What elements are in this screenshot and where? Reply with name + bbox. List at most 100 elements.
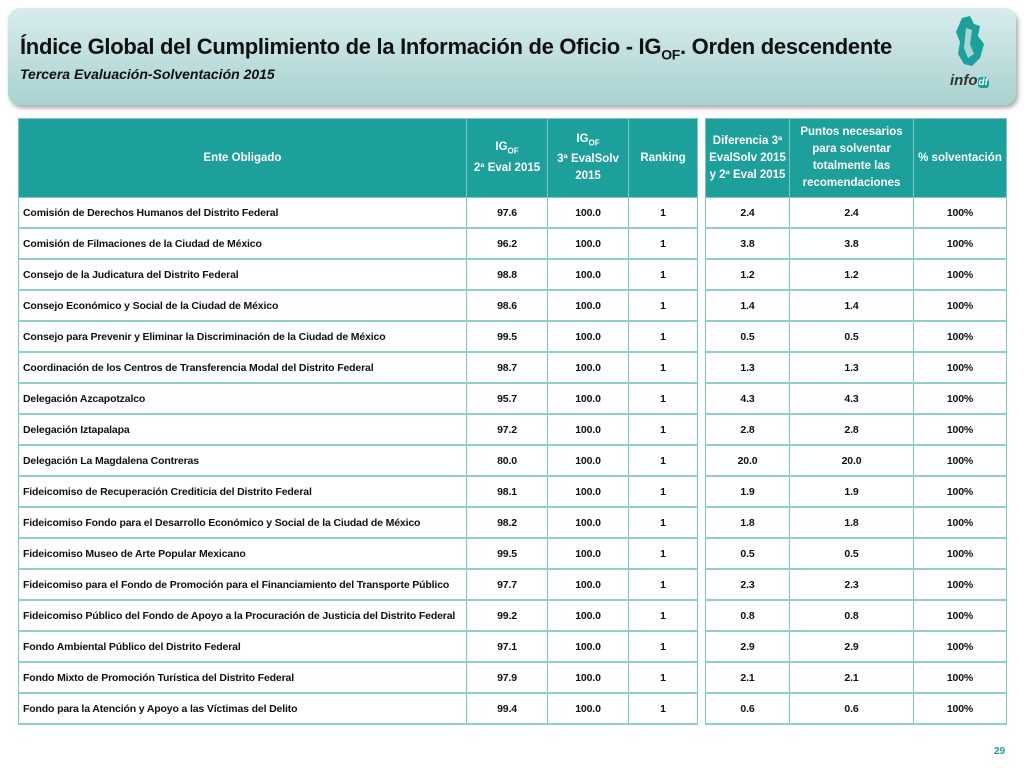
cell: 100.0 [547,320,629,353]
table-row: Delegación Azcapotzalco 95.7 100.0 1 4.3 4.3 1… [18,382,1007,415]
cell: 100.0 [547,444,629,477]
cell: 3.8 [705,227,790,260]
column-header: IGOF 3ª EvalSolv 2015 [547,118,629,198]
cell: 2.1 [789,661,914,694]
spacer [697,197,706,228]
spacer [697,662,706,693]
cell: 0.5 [789,320,914,353]
cell: 100% [913,537,1007,570]
cell: 2.4 [789,197,914,229]
entity-name: Delegación Azcapotzalco [18,382,467,415]
cell: 98.8 [466,258,548,291]
title-end: . Orden descendente [680,34,892,59]
cell: 99.5 [466,320,548,353]
table-row: Fideicomiso Fondo para el Desarrollo Eco… [18,506,1007,539]
cell: 1.8 [789,506,914,539]
cell: 100% [913,197,1007,229]
spacer [697,321,706,352]
subtitle: Tercera Evaluación-Solventación 2015 [20,66,275,82]
column-header: Ente Obligado [18,118,467,198]
entity-name: Fondo Mixto de Promoción Turística del D… [18,661,467,694]
cell: 100.0 [547,537,629,570]
entity-name: Fideicomiso Público del Fondo de Apoyo a… [18,599,467,632]
column-header: Ranking [628,118,698,198]
cell: 1 [628,197,698,229]
cell: 100% [913,475,1007,508]
logo-info: info [950,72,978,89]
column-header: IGOF 2ª Eval 2015 [466,118,548,198]
table-row: Delegación La Magdalena Contreras 80.0 100… [18,444,1007,477]
cell: 100.0 [547,599,629,632]
logo-highlight [964,28,974,58]
cell: 100% [913,289,1007,322]
cell: 2.3 [789,568,914,601]
cell: 98.2 [466,506,548,539]
cell: 0.6 [705,692,790,725]
cell: 1 [628,382,698,415]
header-text: 3ª EvalSolv 2015 [557,153,619,183]
cell: 2.8 [705,413,790,446]
cell: 96.2 [466,227,548,260]
table-row: Consejo para Prevenir y Eliminar la Disc… [18,320,1007,353]
cell: 100% [913,444,1007,477]
cell: 80.0 [466,444,548,477]
header-row: Ente Obligado IGOF 2ª Eval 2015 IGOF 3ª Eval… [18,118,1007,198]
header-subscript: OF [507,146,519,156]
table-row: Fondo para la Atención y Apoyo a las Víc… [18,692,1007,725]
cell: 1 [628,227,698,260]
spacer [697,118,706,198]
logo-graphic [956,16,984,66]
cell: 4.3 [789,382,914,415]
cell: 20.0 [789,444,914,477]
cell: 1 [628,351,698,384]
spacer [697,507,706,538]
cell: 97.1 [466,630,548,663]
logo-df: df [977,77,989,88]
cell: 1 [628,413,698,446]
cell: 100% [913,661,1007,694]
entity-name: Coordinación de los Centros de Transfere… [18,351,467,384]
table-row: Fondo Ambiental Público del Distrito Fed… [18,630,1007,663]
title-subscript: OF [661,46,681,63]
cell: 100% [913,413,1007,446]
cell: 1.2 [705,258,790,291]
table-row: Delegación Iztapalapa 97.2 100.0 1 2.8 2.8 100… [18,413,1007,446]
table-row: Consejo de la Judicatura del Distrito Fe… [18,258,1007,291]
table-row: Fondo Mixto de Promoción Turística del D… [18,661,1007,694]
cell: 1 [628,320,698,353]
page-number: 29 [994,746,1006,757]
cell: 0.6 [789,692,914,725]
table-row: Comisión de Derechos Humanos del Distrit… [18,197,1007,229]
cell: 3.8 [789,227,914,260]
header-text: Ranking [640,151,686,164]
table-row: Fideicomiso Público del Fondo de Apoyo a… [18,599,1007,632]
cell: 1.2 [789,258,914,291]
spacer [697,631,706,662]
entity-name: Comisión de Filmaciones de la Ciudad de … [18,227,467,260]
cell: 99.5 [466,537,548,570]
spacer [697,538,706,569]
header-banner: Índice Global del Cumplimiento de la Inf… [8,8,1016,105]
cell: 2.8 [789,413,914,446]
entity-name: Delegación Iztapalapa [18,413,467,446]
cell: 2.1 [705,661,790,694]
cell: 0.5 [705,537,790,570]
cell: 2.9 [705,630,790,663]
spacer [697,228,706,259]
cell: 100% [913,227,1007,260]
cell: 100.0 [547,413,629,446]
spacer [697,290,706,321]
header-text: Puntos necesarios para solventar totalme… [800,126,903,189]
cell: 100.0 [547,506,629,539]
cell: 100% [913,506,1007,539]
cell: 1.4 [789,289,914,322]
entity-name: Delegación La Magdalena Contreras [18,444,467,477]
cell: 100% [913,258,1007,291]
entity-name: Consejo para Prevenir y Eliminar la Disc… [18,320,467,353]
cell: 1 [628,537,698,570]
cell: 20.0 [705,444,790,477]
cell: 1 [628,258,698,291]
header-text: Diferencia 3ª EvalSolv 2015 y 2ª Eval 20… [709,134,786,181]
cell: 0.5 [705,320,790,353]
